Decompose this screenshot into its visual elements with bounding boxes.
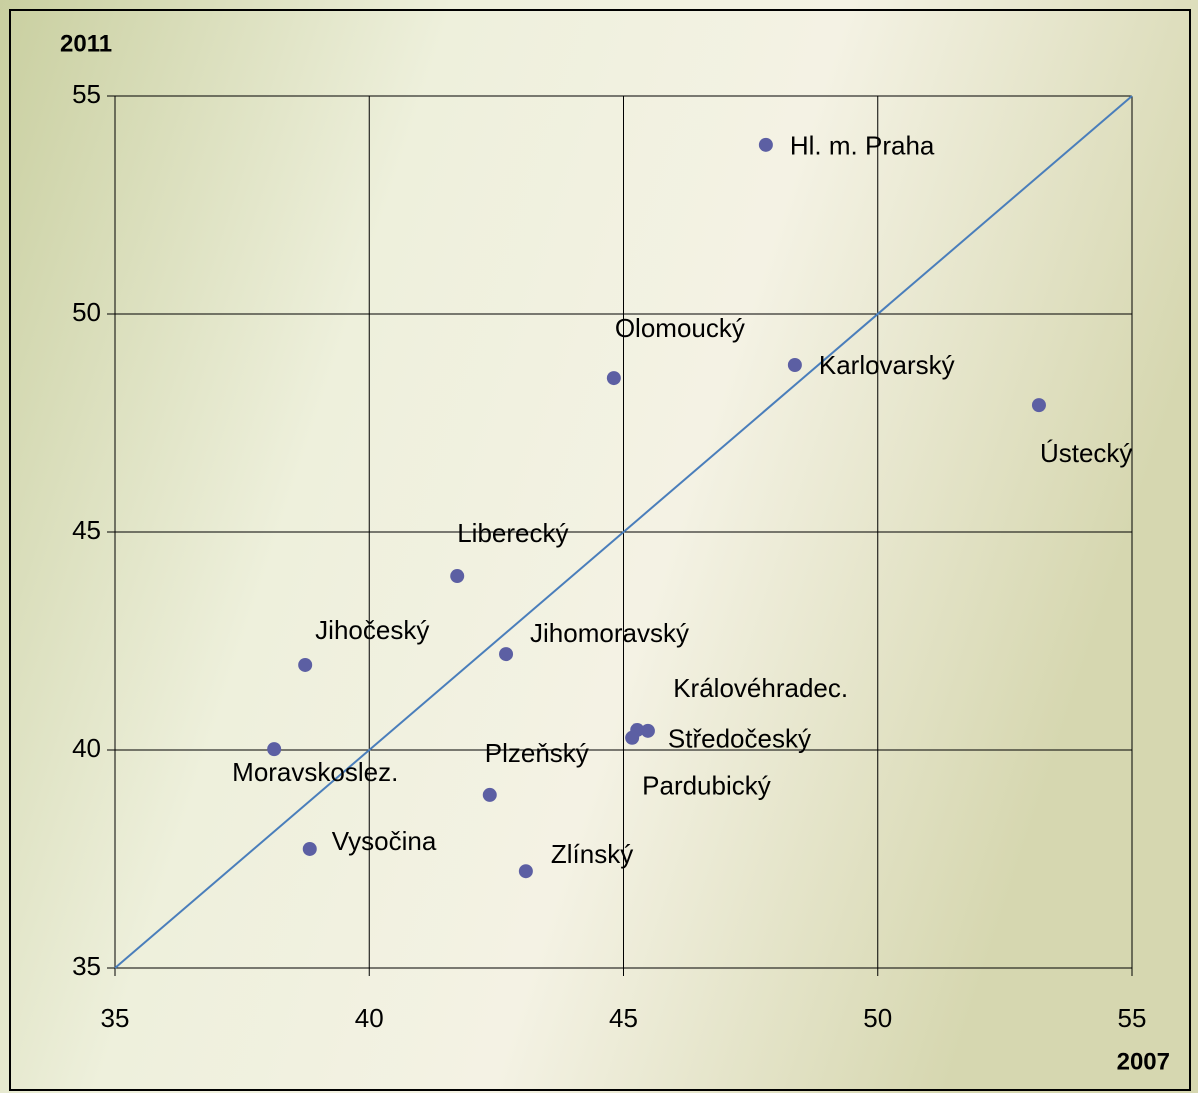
point-label: Vysočina [332, 826, 437, 856]
y-tick-label: 55 [72, 79, 101, 109]
point [518, 864, 533, 879]
point-label: Karlovarský [819, 350, 955, 380]
point [625, 730, 640, 745]
chart-border [9, 9, 1191, 1091]
point-label: Královéhradec. [673, 673, 848, 703]
x-tick-label: 50 [863, 1003, 892, 1033]
x-tick-label: 45 [609, 1003, 638, 1033]
point [298, 657, 313, 672]
point [482, 787, 497, 802]
point [499, 647, 514, 662]
point [302, 841, 317, 856]
point-label: Zlínský [551, 839, 633, 869]
point-label: Olomoucký [615, 313, 745, 343]
x-axis-title: 2007 [1117, 1048, 1170, 1075]
point-label: Jihomoravský [530, 618, 689, 648]
y-tick-label: 50 [72, 297, 101, 327]
y-tick-label: 35 [72, 951, 101, 981]
point-label: Pardubický [642, 771, 771, 801]
point-label: Středočeský [668, 724, 811, 754]
point [1031, 398, 1046, 413]
point [606, 371, 621, 386]
y-tick-label: 40 [72, 733, 101, 763]
point [267, 742, 282, 757]
y-axis-title: 2011 [60, 30, 112, 57]
x-tick-label: 40 [355, 1003, 384, 1033]
point-label: Hl. m. Praha [790, 131, 935, 161]
point [758, 137, 773, 152]
point [787, 358, 802, 373]
y-tick-label: 45 [72, 515, 101, 545]
point [640, 723, 655, 738]
point-label: Plzeňský [485, 738, 589, 768]
point-label: Ústecký [1040, 438, 1132, 468]
point-label: Liberecký [457, 518, 568, 548]
x-tick-label: 55 [1118, 1003, 1147, 1033]
diagonal-line [114, 95, 1133, 969]
point-label: Moravskoslez. [232, 757, 398, 787]
point [450, 569, 465, 584]
point-label: Jihočeský [315, 615, 429, 645]
x-tick-label: 35 [101, 1003, 130, 1033]
